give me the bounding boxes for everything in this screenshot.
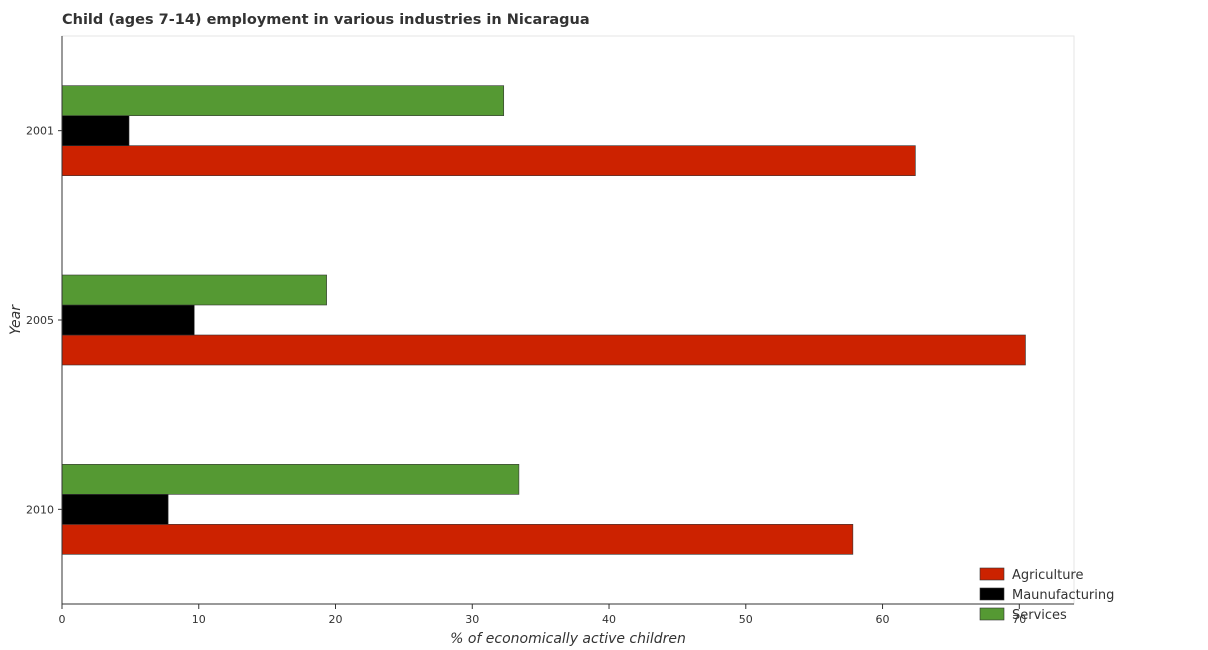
legend-label-maunufacturing: Maunufacturing xyxy=(1012,588,1114,603)
x-tick-label: 50 xyxy=(739,613,753,626)
x-tick-label: 0 xyxy=(59,613,66,626)
bar-maunufacturing-2001 xyxy=(61,115,130,146)
y-tick-label: 2010 xyxy=(26,503,54,516)
x-tick-label: 10 xyxy=(192,613,206,626)
bar-services-2005 xyxy=(61,274,327,306)
y-tick-label: 2005 xyxy=(26,314,54,327)
legend-swatch-services xyxy=(979,607,1005,621)
x-tick-label: 70 xyxy=(1012,613,1026,626)
bar-agriculture-2001 xyxy=(61,145,916,176)
bar-services-2010 xyxy=(61,464,520,495)
axes-group: 2001 2005 2010 0 10 20 30 40 50 60 70 xyxy=(26,36,1074,626)
x-tick-label: 40 xyxy=(602,613,616,626)
legend-label-agriculture: Agriculture xyxy=(1012,568,1084,583)
plot-area xyxy=(61,35,1075,605)
x-tick-label: 30 xyxy=(465,613,479,626)
legend-label-services: Services xyxy=(1012,608,1067,623)
legend-swatch-agriculture xyxy=(979,567,1005,581)
legend-swatch-maunufacturing xyxy=(979,587,1005,601)
bar-maunufacturing-2010 xyxy=(61,494,169,525)
x-axis-label: % of economically active children xyxy=(450,631,686,647)
legend: Agriculture Maunufacturing Services xyxy=(979,567,1114,623)
bar-agriculture-2005 xyxy=(61,334,1026,366)
bar-services-2001 xyxy=(61,85,505,116)
bar-agriculture-2010 xyxy=(61,524,854,555)
bars-group xyxy=(61,85,1026,555)
bar-maunufacturing-2005 xyxy=(61,304,195,336)
y-tick-label: 2001 xyxy=(26,125,54,138)
y-axis-label: Year xyxy=(8,304,24,335)
x-tick-label: 60 xyxy=(876,613,890,626)
x-tick-label: 20 xyxy=(329,613,343,626)
chart-title: Child (ages 7-14) employment in various … xyxy=(62,12,590,28)
